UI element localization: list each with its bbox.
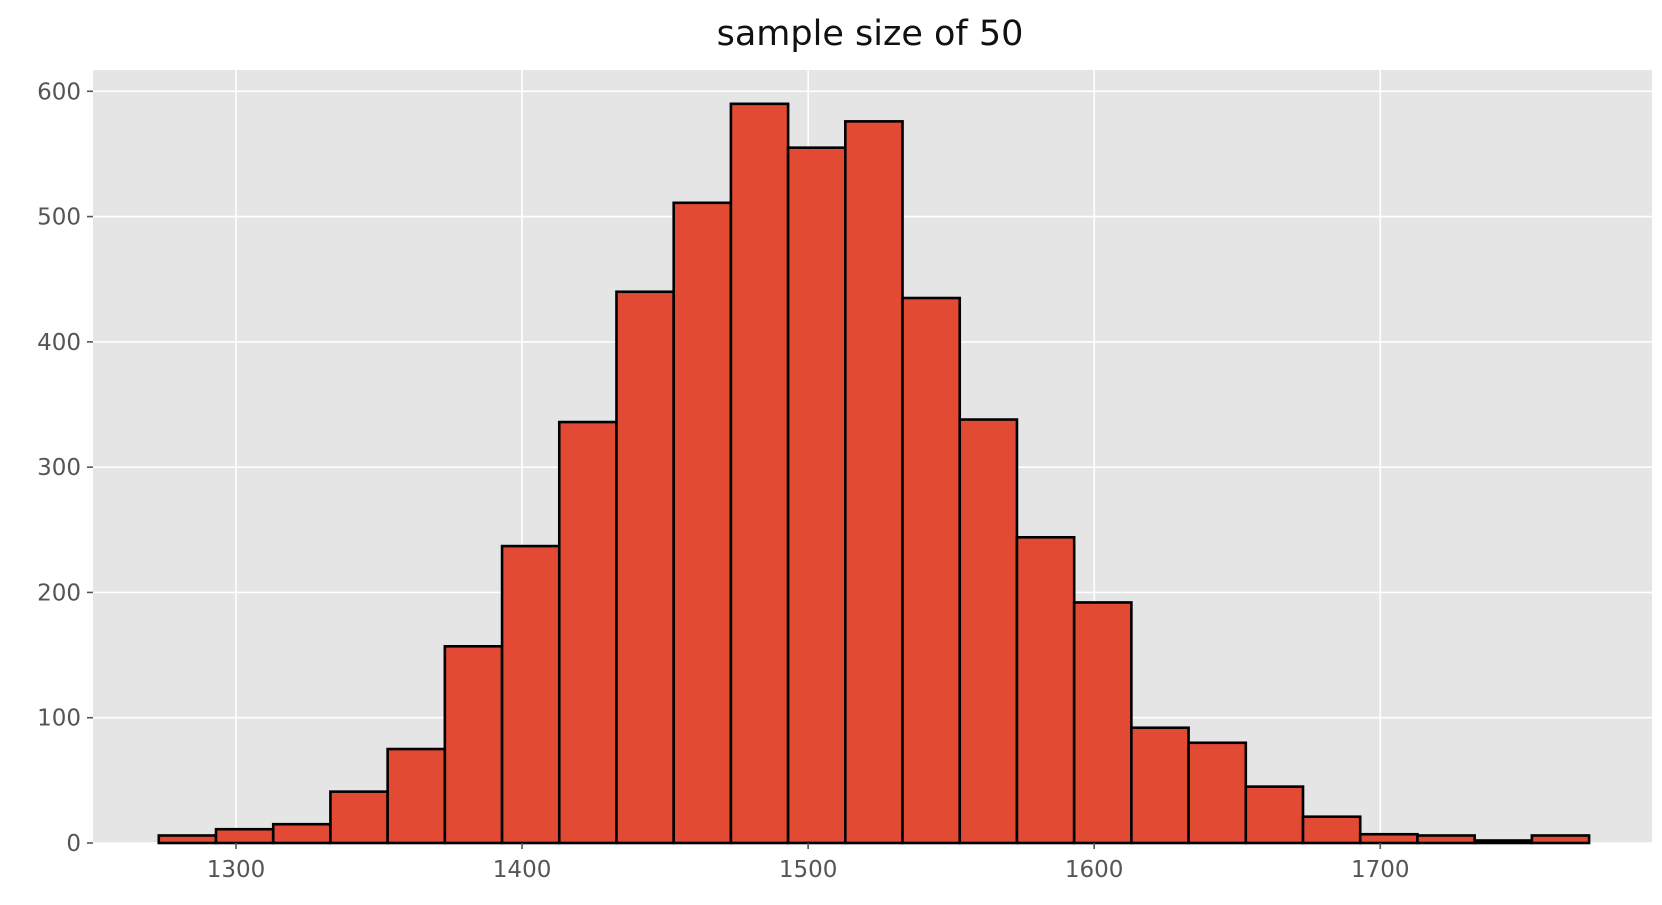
histogram-bar bbox=[1015, 536, 1076, 845]
histogram-bar bbox=[214, 827, 275, 845]
histogram-bar bbox=[1530, 834, 1591, 845]
x-tick-label: 1700 bbox=[1351, 857, 1410, 883]
y-tick-label: 300 bbox=[37, 455, 81, 481]
histogram-bar bbox=[729, 102, 790, 845]
y-tick-label: 600 bbox=[37, 79, 81, 105]
histogram-bar bbox=[1358, 832, 1419, 845]
histogram-bar bbox=[1244, 785, 1305, 845]
histogram-bar bbox=[901, 296, 962, 845]
histogram-bar bbox=[386, 747, 447, 845]
chart-title: sample size of 50 bbox=[716, 14, 1024, 54]
x-tick-label: 1400 bbox=[493, 857, 552, 883]
x-tick-label: 1600 bbox=[1065, 857, 1124, 883]
histogram-bar bbox=[557, 420, 618, 845]
histogram-bar bbox=[672, 201, 733, 845]
y-tick-label: 500 bbox=[37, 205, 81, 231]
histogram-bar bbox=[615, 290, 675, 845]
y-tick-label: 400 bbox=[37, 330, 81, 356]
histogram-bars bbox=[157, 102, 1591, 845]
histogram-bar bbox=[844, 120, 904, 845]
y-tick-label: 200 bbox=[37, 580, 81, 606]
histogram-bar bbox=[1416, 834, 1476, 845]
histogram-bar bbox=[1473, 839, 1534, 845]
axes: 1300 1400 1500 1600 1700 0 100 200 300 400 500 600 bbox=[37, 79, 1409, 883]
histogram-bar bbox=[443, 645, 504, 845]
histogram-bar bbox=[500, 544, 561, 845]
histogram-bar bbox=[329, 790, 389, 845]
y-tick-label: 100 bbox=[37, 706, 81, 732]
histogram-bar bbox=[1301, 815, 1362, 845]
histogram-bar bbox=[1130, 726, 1190, 845]
histogram-bar bbox=[786, 146, 847, 845]
histogram-bar bbox=[1072, 601, 1133, 845]
histogram-bar bbox=[157, 834, 218, 845]
histogram-bar bbox=[271, 822, 332, 845]
histogram-bar bbox=[958, 418, 1019, 845]
x-tick-label: 1500 bbox=[779, 857, 838, 883]
x-tick-label: 1300 bbox=[207, 857, 266, 883]
histogram-bar bbox=[1187, 741, 1248, 845]
y-tick-label: 0 bbox=[66, 831, 81, 857]
